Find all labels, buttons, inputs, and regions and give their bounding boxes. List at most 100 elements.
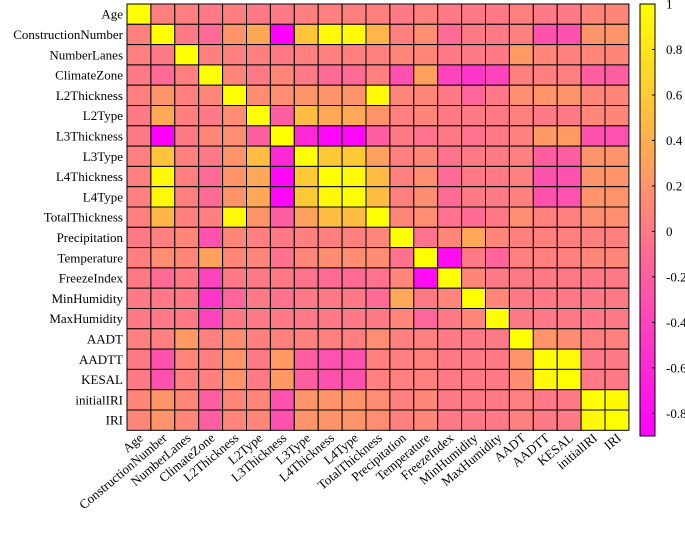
cell-l3type-totalthickness bbox=[365, 145, 391, 167]
cell-initialiri-kesal bbox=[556, 389, 582, 411]
cell-minhumidity-l3type bbox=[293, 287, 319, 310]
cell-iri-kesal bbox=[556, 409, 582, 431]
cell-precipitation-kesal bbox=[556, 226, 582, 249]
cell-temperature-numberlanes bbox=[174, 247, 200, 269]
cell-l4type-aadtt bbox=[532, 186, 558, 208]
cell-l2thickness-kesal bbox=[556, 84, 582, 106]
cell-l3thickness-kesal bbox=[556, 125, 582, 147]
cell-l4type-constructionnumber bbox=[150, 186, 176, 208]
cell-maxhumidity-precipitation bbox=[389, 308, 415, 330]
cell-aadtt-l2type bbox=[246, 348, 271, 370]
cell-aadt-l4thickness bbox=[317, 328, 343, 350]
cell-l4type-minhumidity bbox=[461, 186, 487, 208]
cell-maxhumidity-totalthickness bbox=[365, 308, 391, 330]
cell-maxhumidity-age bbox=[126, 308, 152, 330]
cell-l3type-numberlanes bbox=[174, 145, 200, 167]
y-label-numberlanes: NumberLanes bbox=[49, 47, 123, 62]
cell-constructionnumber-aadt bbox=[508, 23, 534, 46]
cell-freezeindex-freezeindex bbox=[437, 267, 463, 289]
cell-l4type-temperature bbox=[413, 186, 439, 208]
cell-l2type-age bbox=[126, 105, 152, 127]
heatmap-cells bbox=[126, 3, 630, 431]
cell-l2thickness-l2type bbox=[246, 84, 271, 106]
cell-totalthickness-age bbox=[126, 206, 152, 228]
cell-climatezone-l4thickness bbox=[317, 64, 343, 86]
cell-precipitation-climatezone bbox=[198, 226, 224, 249]
cell-numberlanes-l2thickness bbox=[222, 44, 248, 66]
cell-constructionnumber-freezeindex bbox=[437, 23, 463, 46]
cell-totalthickness-l2type bbox=[246, 206, 271, 228]
x-label-iri: IRI bbox=[601, 430, 624, 453]
cell-age-kesal bbox=[556, 3, 582, 25]
cell-aadtt-precipitation bbox=[389, 348, 415, 370]
cell-iri-l2type bbox=[246, 409, 271, 431]
cell-maxhumidity-maxhumidity bbox=[485, 308, 510, 330]
cell-l2thickness-l4thickness bbox=[317, 84, 343, 106]
cell-totalthickness-l4type bbox=[341, 206, 367, 228]
colorbar-gradient bbox=[639, 3, 656, 437]
cell-kesal-climatezone bbox=[198, 368, 224, 391]
cell-kesal-l3thickness bbox=[269, 368, 295, 391]
cell-l4thickness-iri bbox=[604, 165, 630, 188]
cell-maxhumidity-freezeindex bbox=[437, 308, 463, 330]
cell-age-aadt bbox=[508, 3, 534, 25]
cell-l3thickness-aadt bbox=[508, 125, 534, 147]
cell-freezeindex-l4type bbox=[341, 267, 367, 289]
colorbar: 1 0.8 0.6 0.4 0.2 0 -0.2 -0.4 -0.6 -0.8 bbox=[639, 0, 685, 437]
cell-l2type-maxhumidity bbox=[485, 105, 510, 127]
colorbar-tick-label: 1 bbox=[666, 0, 673, 12]
cell-l3thickness-iri bbox=[604, 125, 630, 147]
cell-age-l3thickness bbox=[269, 3, 295, 25]
cell-initialiri-initialiri bbox=[580, 389, 606, 411]
cell-iri-constructionnumber bbox=[150, 409, 176, 431]
cell-constructionnumber-initialiri bbox=[580, 23, 606, 46]
cell-precipitation-minhumidity bbox=[461, 226, 487, 249]
cell-freezeindex-constructionnumber bbox=[150, 267, 176, 289]
cell-climatezone-climatezone bbox=[198, 64, 224, 86]
y-label-climatezone: ClimateZone bbox=[55, 68, 123, 83]
cell-iri-l3type bbox=[293, 409, 319, 431]
cell-age-l2thickness bbox=[222, 3, 248, 25]
cell-kesal-precipitation bbox=[389, 368, 415, 391]
cell-climatezone-totalthickness bbox=[365, 64, 391, 86]
cell-initialiri-constructionnumber bbox=[150, 389, 176, 411]
cell-l4thickness-aadtt bbox=[532, 165, 558, 188]
cell-aadt-aadt bbox=[508, 328, 534, 350]
cell-precipitation-l4type bbox=[341, 226, 367, 249]
cell-l3thickness-temperature bbox=[413, 125, 439, 147]
cell-totalthickness-l4thickness bbox=[317, 206, 343, 228]
cell-numberlanes-totalthickness bbox=[365, 44, 391, 66]
cell-l2thickness-l3thickness bbox=[269, 84, 295, 106]
y-label-l4type: L4Type bbox=[83, 189, 123, 204]
cell-l2type-initialiri bbox=[580, 105, 606, 127]
y-label-l2type: L2Type bbox=[83, 108, 123, 123]
cell-l2type-l2thickness bbox=[222, 105, 248, 127]
cell-aadt-maxhumidity bbox=[485, 328, 510, 350]
cell-numberlanes-climatezone bbox=[198, 44, 224, 66]
cell-temperature-minhumidity bbox=[461, 247, 487, 269]
cell-minhumidity-freezeindex bbox=[437, 287, 463, 310]
cell-l4type-precipitation bbox=[389, 186, 415, 208]
cell-constructionnumber-iri bbox=[604, 23, 630, 46]
cell-temperature-kesal bbox=[556, 247, 582, 269]
x-axis-labels: AgeConstructionNumberNumberLanesClimateZ… bbox=[76, 430, 624, 512]
cell-l4thickness-initialiri bbox=[580, 165, 606, 188]
cell-maxhumidity-temperature bbox=[413, 308, 439, 330]
cell-aadt-l4type bbox=[341, 328, 367, 350]
cell-maxhumidity-constructionnumber bbox=[150, 308, 176, 330]
cell-minhumidity-l3thickness bbox=[269, 287, 295, 310]
cell-age-temperature bbox=[413, 3, 439, 25]
cell-l2type-l4type bbox=[341, 105, 367, 127]
cell-constructionnumber-constructionnumber bbox=[150, 23, 176, 46]
cell-constructionnumber-maxhumidity bbox=[485, 23, 510, 46]
cell-numberlanes-l3thickness bbox=[269, 44, 295, 66]
cell-l3thickness-initialiri bbox=[580, 125, 606, 147]
y-label-totalthickness: TotalThickness bbox=[44, 210, 123, 225]
cell-l4thickness-maxhumidity bbox=[485, 165, 510, 188]
cell-climatezone-age bbox=[126, 64, 152, 86]
cell-aadtt-temperature bbox=[413, 348, 439, 370]
y-axis-labels: Age ConstructionNumber NumberLanes ClimateZ… bbox=[13, 7, 123, 428]
cell-aadt-totalthickness bbox=[365, 328, 391, 350]
cell-precipitation-precipitation bbox=[389, 226, 415, 249]
cell-aadtt-maxhumidity bbox=[485, 348, 510, 370]
